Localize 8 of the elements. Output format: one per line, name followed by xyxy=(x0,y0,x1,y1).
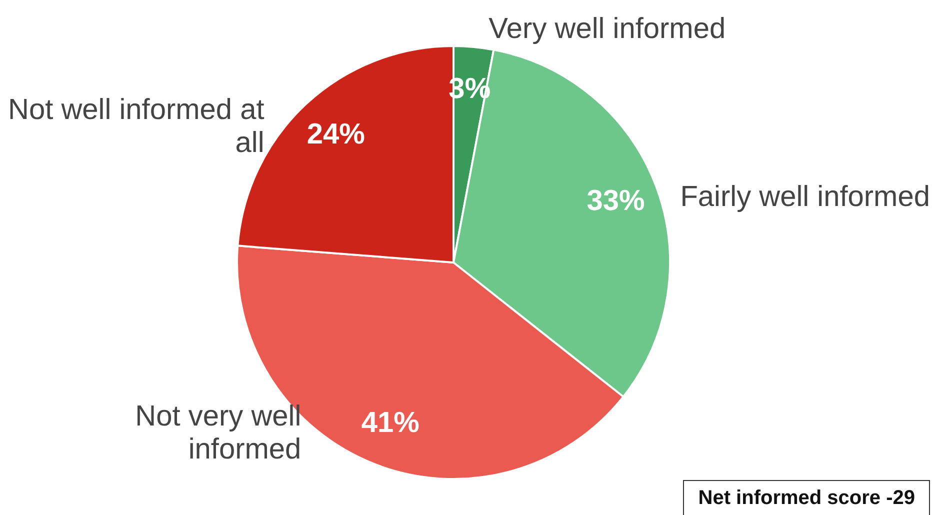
data-label: 33% xyxy=(586,184,645,217)
data-label: 41% xyxy=(361,406,420,439)
slice-label: Not very well informed xyxy=(135,400,302,466)
text: Net informed score -29 xyxy=(683,480,930,515)
slice-label: Not well informed at all xyxy=(8,94,264,159)
slice-label: Fairly well informed xyxy=(680,181,930,214)
slice-label: Very well informed xyxy=(488,13,726,45)
data-label: 24% xyxy=(306,118,366,150)
